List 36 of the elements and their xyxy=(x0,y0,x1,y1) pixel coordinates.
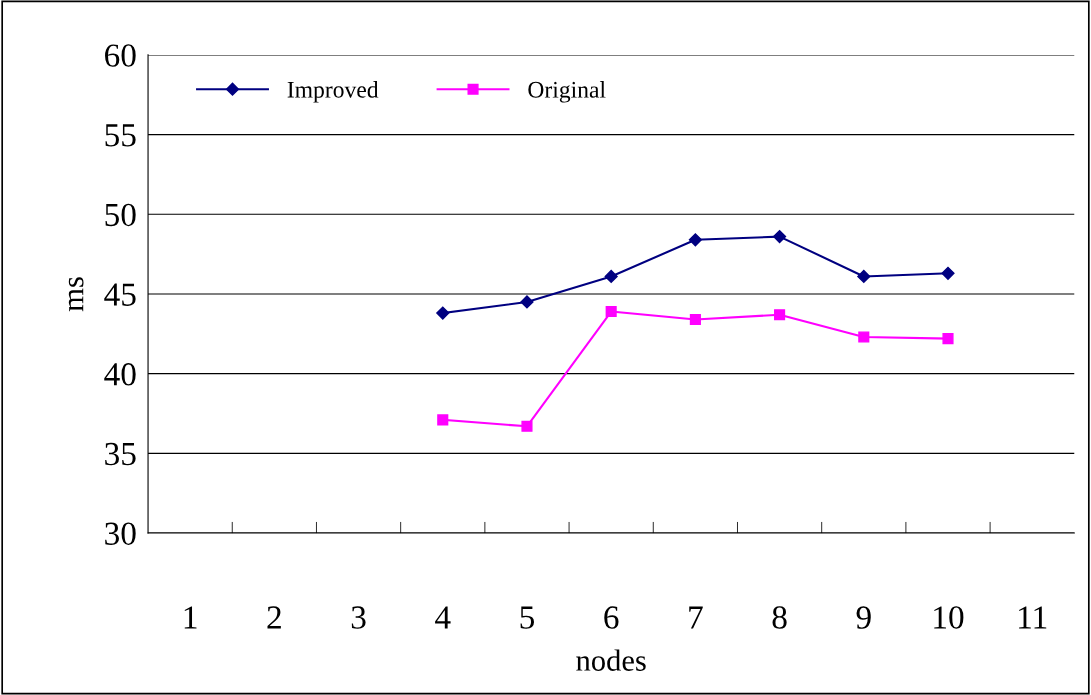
y-tick-label: 45 xyxy=(104,283,136,306)
x-tick-label: 6 xyxy=(604,606,619,629)
point xyxy=(774,309,786,321)
point xyxy=(773,230,787,244)
point xyxy=(858,331,870,343)
x-tick-label: 9 xyxy=(856,606,871,629)
y-tick-label: 50 xyxy=(105,203,136,227)
y-tick-label: 40 xyxy=(104,363,136,386)
x-tick-label: 3 xyxy=(351,606,366,629)
y-tick-label: 55 xyxy=(105,124,136,147)
y-axis-title: ms xyxy=(68,277,84,312)
y-tick-label: 30 xyxy=(105,522,136,545)
legend-label: Original xyxy=(528,81,606,103)
point xyxy=(520,295,534,309)
x-tick-label: 5 xyxy=(520,606,534,629)
x-tick-label: 10 xyxy=(934,606,964,629)
x-axis-title: nodes xyxy=(576,649,646,671)
x-tick-label: 2 xyxy=(267,606,281,629)
y-tick-label: 35 xyxy=(105,442,136,466)
point xyxy=(521,420,533,432)
point xyxy=(941,266,955,280)
x-tick-label: 4 xyxy=(435,606,451,629)
point xyxy=(689,313,701,326)
x-tick-label: 11 xyxy=(1019,606,1047,629)
point xyxy=(604,269,618,284)
point xyxy=(437,414,449,426)
point xyxy=(857,269,871,284)
point xyxy=(688,233,702,247)
x-tick-label: 7 xyxy=(689,606,703,629)
point xyxy=(605,305,617,318)
x-tick-label: 8 xyxy=(772,606,787,629)
y-tick-label: 60 xyxy=(105,44,136,67)
x-tick-label: 1 xyxy=(184,606,197,629)
point xyxy=(942,333,954,345)
legend-label: Improved xyxy=(287,81,379,103)
point xyxy=(436,306,450,320)
